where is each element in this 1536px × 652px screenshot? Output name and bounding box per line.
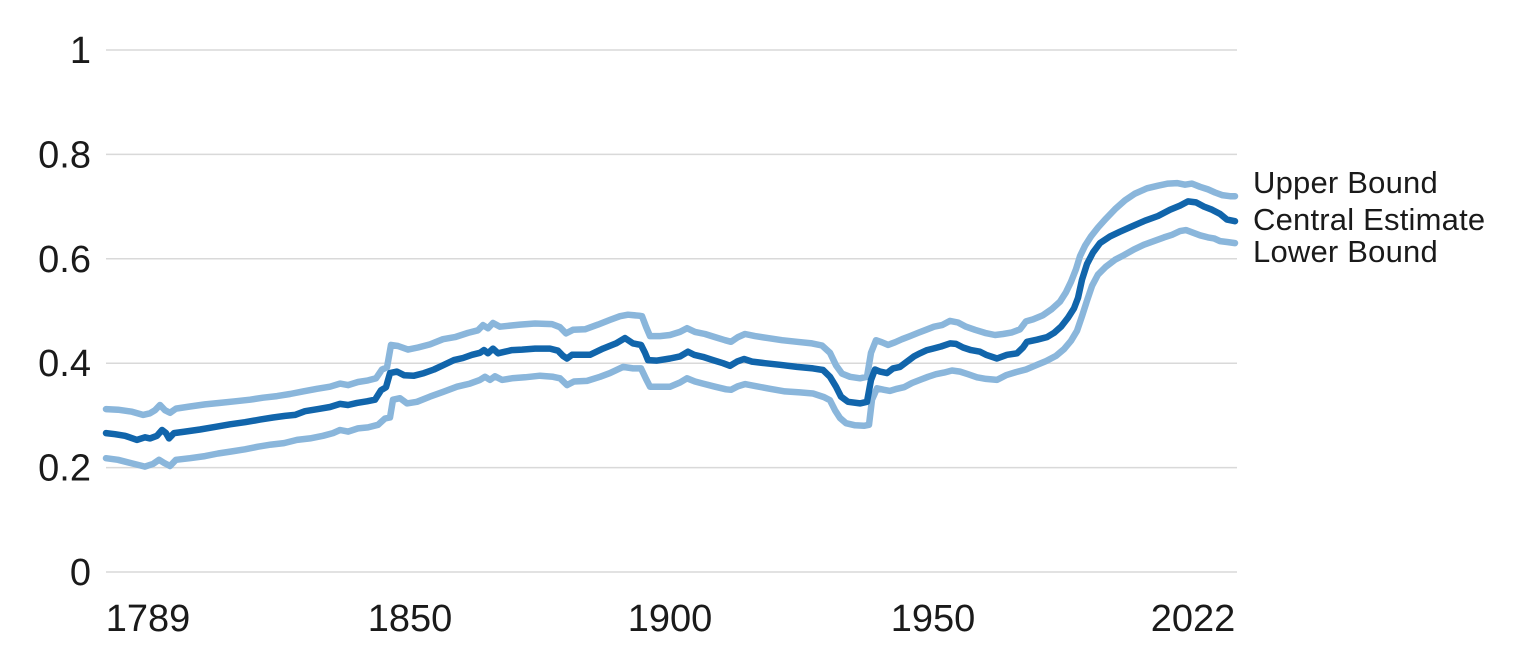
legend-label-lower-bound: Lower Bound	[1253, 234, 1438, 269]
x-tick-label-1900: 1900	[628, 598, 713, 640]
x-tick-label-2022: 2022	[1151, 598, 1236, 640]
y-tick-label-0.6: 0.6	[38, 239, 91, 281]
x-tick-label-1950: 1950	[891, 598, 976, 640]
y-tick-label-1: 1	[70, 30, 91, 72]
series-line-upper-bound	[102, 179, 1239, 419]
x-tick-label-1850: 1850	[368, 598, 453, 640]
y-tick-label-0: 0	[70, 552, 91, 594]
legend-label-upper-bound: Upper Bound	[1253, 165, 1438, 200]
y-tick-label-0.4: 0.4	[38, 343, 91, 385]
y-tick-label-0.2: 0.2	[38, 448, 91, 490]
series-line-central-estimate	[102, 198, 1239, 444]
legend-label-central-estimate: Central Estimate	[1253, 202, 1486, 237]
y-tick-label-0.8: 0.8	[38, 134, 91, 176]
series-line-lower-bound	[102, 226, 1239, 470]
x-tick-label-1789: 1789	[106, 598, 191, 640]
